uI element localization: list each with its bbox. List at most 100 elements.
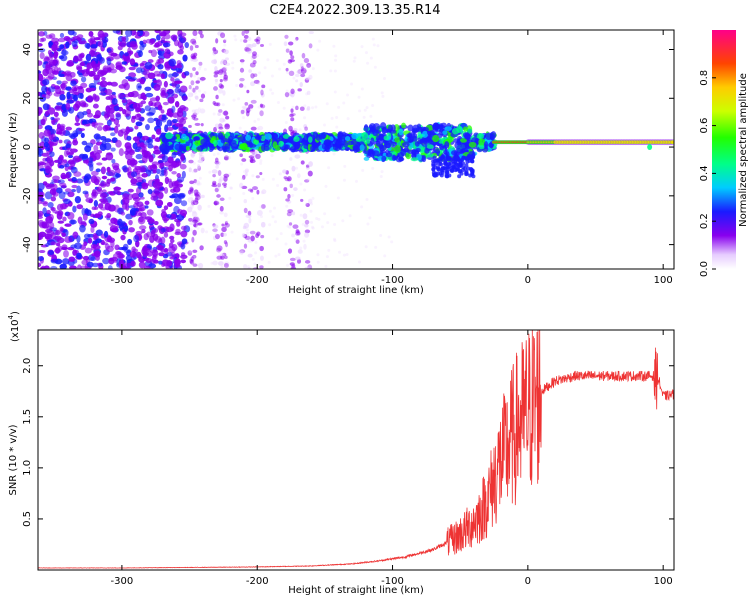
heatmap-cell (222, 118, 226, 122)
heatmap-cell (194, 136, 200, 141)
heatmap-cell (256, 127, 260, 131)
snr-scale-prefix: (x10 (10, 319, 21, 342)
heatmap-cell (194, 85, 199, 90)
heatmap-cell (336, 196, 340, 200)
heatmap-cell (65, 150, 71, 156)
heatmap-cell (97, 211, 103, 216)
heatmap-cell (73, 55, 79, 63)
heatmap-cell (192, 254, 197, 259)
heatmap-cell (52, 175, 60, 181)
heatmap-cell (219, 211, 224, 215)
heatmap-cell (214, 78, 219, 83)
heatmap-cell (174, 160, 183, 164)
heatmap-cell (223, 212, 228, 218)
heatmap-cell (174, 122, 182, 127)
heatmap-cell (79, 224, 86, 233)
heatmap-cell (218, 261, 224, 266)
heatmap-cell (75, 100, 81, 109)
heatmap-cell (177, 194, 185, 200)
heatmap-cell (168, 164, 173, 172)
heatmap-cell (239, 249, 246, 254)
heatmap-cell (179, 32, 187, 37)
heatmap-cell (38, 231, 47, 238)
heatmap-cell (322, 123, 326, 127)
heatmap-cell (246, 264, 250, 268)
heatmap-cell (56, 123, 61, 130)
heatmap-cell (94, 206, 99, 210)
heatmap-cell (103, 142, 112, 151)
heatmap-cell (192, 161, 196, 165)
heatmap-cell (301, 52, 306, 59)
heatmap-cell (376, 44, 380, 48)
heatmap-cell (230, 186, 234, 190)
snr-panel: -300 -200 -100 0 100 0.5 1.0 1.5 2.0 Height of s… (7, 311, 675, 596)
heatmap-cell (38, 182, 45, 191)
heatmap-cell (144, 61, 153, 70)
heatmap-cell (147, 189, 153, 195)
heatmap-cell (43, 129, 51, 137)
heatmap-cell (448, 161, 453, 166)
heatmap-cell (198, 176, 202, 180)
heatmap-cell (218, 83, 223, 89)
heatmap-cell (181, 116, 188, 121)
heatmap-cell (272, 141, 278, 149)
heatmap-cell (127, 238, 133, 246)
heatmap-cell (223, 184, 227, 188)
heatmap-cell (228, 196, 232, 200)
heatmap-cell (99, 136, 107, 141)
heatmap-cell (291, 211, 296, 216)
heatmap-cell (222, 77, 228, 82)
heatmap-cell (371, 104, 375, 108)
heatmap-cell (193, 179, 197, 184)
heatmap-cell (190, 199, 196, 206)
heatmap-cell (369, 56, 373, 60)
heatmap-cell (46, 183, 55, 188)
heatmap-cell (180, 225, 187, 231)
heatmap-cell (128, 219, 133, 226)
heatmap-cell (146, 244, 152, 249)
heatmap-cell (464, 172, 469, 177)
heatmap-cell (58, 156, 64, 164)
heatmap-cell (249, 107, 253, 111)
heatmap-cell (44, 236, 50, 240)
heatmap-cell (256, 54, 260, 58)
heatmap-cell (287, 41, 294, 46)
heatmap-cell (459, 171, 464, 176)
heatmap-cell (304, 223, 309, 228)
heatmap-cell (218, 178, 222, 184)
heatmap-cell (353, 144, 360, 152)
heatmap-cell (61, 109, 68, 117)
heatmap-cell (248, 141, 254, 149)
heatmap-cell (150, 49, 158, 58)
heatmap-cell (257, 105, 261, 109)
heatmap-cell (216, 255, 223, 260)
heatmap-cell (95, 255, 100, 261)
heatmap-cell (198, 61, 203, 66)
snr-y-axis-label: SNR (10 * v/v) (8, 424, 19, 495)
heatmap-cell (72, 205, 77, 213)
heatmap-cell (190, 152, 195, 158)
heatmap-cell (270, 153, 274, 157)
heatmap-cell (91, 194, 97, 199)
heatmap-cell (176, 80, 182, 84)
heatmap-cell (188, 139, 194, 144)
heatmap-cell (314, 105, 318, 109)
spectrogram-x-axis-label: Height of straight line (km) (288, 285, 424, 296)
heatmap-cell (164, 187, 169, 194)
heatmap-cell (63, 36, 71, 42)
heatmap-cell (454, 167, 459, 172)
heatmap-cell (59, 94, 66, 101)
heatmap-cell (380, 170, 384, 174)
heatmap-cell (156, 34, 161, 41)
heatmap-cell (83, 241, 88, 247)
heatmap-cell (91, 122, 96, 127)
heatmap-cell (64, 165, 69, 172)
heatmap-cell (241, 158, 247, 162)
colorbar-gradient (712, 30, 736, 269)
spectrogram-x-tick-label: -200 (246, 275, 269, 286)
heatmap-cell (38, 42, 43, 47)
heatmap-cell (76, 185, 81, 194)
heatmap-cell (138, 225, 147, 230)
heatmap-cell (304, 266, 310, 269)
heatmap-cell (302, 139, 308, 145)
